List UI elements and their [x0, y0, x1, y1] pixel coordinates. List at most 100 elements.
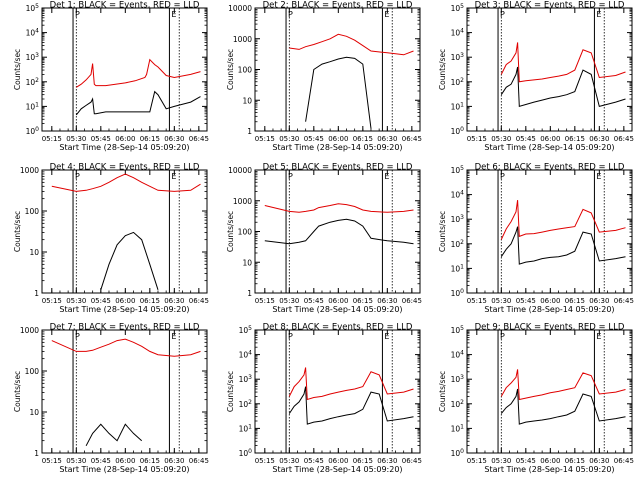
marker-label-start: P — [75, 332, 80, 341]
x-tick-label: 05:45 — [516, 135, 536, 143]
x-tick-label: 06:15 — [353, 135, 373, 143]
series-events-line — [500, 66, 626, 108]
chart-panel: Det 7: BLACK = Events, RED = LLD 1 10 100 10… — [13, 323, 209, 475]
x-tick-label: 06:30 — [589, 457, 609, 465]
y-tick-label: 101 — [26, 101, 40, 111]
y-tick-label: 1000 — [20, 166, 39, 175]
x-tick-label: 05:45 — [516, 457, 536, 465]
series-events-line — [85, 423, 143, 447]
y-tick-label: 102 — [451, 399, 465, 409]
y-tick-label: 102 — [451, 239, 465, 249]
x-tick-label: 06:30 — [589, 297, 609, 305]
x-tick-label: 05:45 — [304, 135, 324, 143]
x-tick-label: 06:45 — [189, 135, 209, 143]
y-tick-label: 104 — [26, 28, 40, 38]
y-tick-label: 1 — [247, 289, 252, 298]
y-tick-label: 103 — [239, 374, 253, 384]
y-tick-label: 103 — [451, 374, 465, 384]
y-tick-label: 100 — [451, 448, 465, 458]
marker-label-start: P — [75, 172, 80, 181]
y-tick-label: 100 — [451, 126, 465, 136]
marker-label-end: E — [596, 332, 601, 341]
y-tick-label: 10 — [29, 408, 39, 417]
y-tick-label: 10 — [242, 258, 252, 267]
chart-panel: Det 2: BLACK = Events, RED = LLD 1 10 100 10… — [226, 1, 422, 153]
x-axis-label: Start Time (28-Sep-14 05:09:20) — [59, 465, 189, 474]
plot-frame — [466, 7, 633, 132]
y-axis-label: Counts/sec — [438, 371, 447, 412]
x-tick-label: 06:30 — [164, 457, 184, 465]
x-tick-label: 05:30 — [491, 457, 511, 465]
marker-label-end: E — [171, 10, 176, 19]
x-tick-label: 06:15 — [353, 297, 373, 305]
x-tick-label: 06:00 — [115, 297, 135, 305]
y-axis-label: Counts/sec — [13, 49, 22, 90]
y-tick-label: 105 — [451, 165, 465, 175]
series-lld-line — [76, 58, 201, 88]
y-tick-label: 101 — [451, 263, 465, 273]
x-tick-label: 06:15 — [565, 457, 585, 465]
y-tick-label: 100 — [238, 66, 253, 75]
x-tick-label: 06:00 — [540, 135, 560, 143]
y-tick-label: 1 — [34, 289, 39, 298]
x-tick-label: 06:45 — [614, 457, 634, 465]
marker-label-end: E — [596, 10, 601, 19]
x-axis-label: Start Time (28-Sep-14 05:09:20) — [484, 143, 614, 152]
x-tick-label: 06:00 — [115, 135, 135, 143]
chart-title: Det 6: BLACK = Events, RED = LLD — [475, 163, 625, 173]
plot-frame — [254, 169, 421, 294]
x-tick-label: 05:30 — [279, 135, 299, 143]
x-tick-label: 05:30 — [279, 457, 299, 465]
y-tick-label: 1 — [247, 127, 252, 136]
y-tick-label: 105 — [451, 3, 465, 13]
y-axis-label: Counts/sec — [226, 371, 235, 412]
x-tick-label: 05:15 — [467, 135, 487, 143]
y-tick-label: 10000 — [228, 4, 252, 13]
y-tick-label: 10000 — [228, 166, 252, 175]
marker-label-start: P — [288, 10, 293, 19]
chart-panel: Det 5: BLACK = Events, RED = LLD 1 10 100 10… — [226, 163, 422, 315]
x-tick-label: 05:30 — [279, 297, 299, 305]
y-tick-label: 100 — [25, 367, 40, 376]
y-tick-label: 105 — [26, 3, 40, 13]
x-tick-label: 05:30 — [66, 135, 86, 143]
x-tick-label: 05:15 — [255, 457, 275, 465]
x-axis-label: Start Time (28-Sep-14 05:09:20) — [272, 465, 402, 474]
chart-panel: Det 8: BLACK = Events, RED = LLD 100 101 10… — [226, 323, 422, 475]
plot-frame — [466, 169, 633, 294]
x-tick-label: 06:45 — [402, 297, 422, 305]
x-tick-label: 06:00 — [328, 297, 348, 305]
x-tick-label: 06:15 — [565, 135, 585, 143]
chart-panel: Det 4: BLACK = Events, RED = LLD 1 10 100 10… — [13, 163, 209, 315]
x-axis-label: Start Time (28-Sep-14 05:09:20) — [272, 143, 402, 152]
x-tick-label: 05:15 — [467, 457, 487, 465]
x-tick-label: 06:45 — [402, 135, 422, 143]
plot-frame — [254, 329, 421, 454]
y-tick-label: 103 — [451, 214, 465, 224]
x-tick-label: 05:30 — [66, 297, 86, 305]
x-tick-label: 06:45 — [402, 457, 422, 465]
x-tick-label: 06:30 — [377, 135, 397, 143]
x-tick-label: 06:15 — [140, 297, 160, 305]
x-tick-label: 06:30 — [377, 297, 397, 305]
x-tick-label: 06:30 — [164, 135, 184, 143]
marker-label-start: P — [75, 10, 80, 19]
series-events-line — [264, 218, 414, 245]
y-tick-label: 1000 — [20, 326, 39, 335]
y-tick-label: 100 — [238, 228, 253, 237]
y-tick-label: 101 — [451, 423, 465, 433]
x-tick-label: 06:00 — [328, 135, 348, 143]
x-axis-label: Start Time (28-Sep-14 05:09:20) — [59, 143, 189, 152]
marker-label-end: E — [384, 10, 389, 19]
x-tick-label: 06:15 — [140, 457, 160, 465]
series-lld-line — [51, 173, 201, 192]
x-tick-label: 06:45 — [189, 297, 209, 305]
marker-label-start: P — [500, 172, 505, 181]
y-tick-label: 103 — [26, 52, 40, 62]
x-tick-label: 05:15 — [42, 135, 62, 143]
x-tick-label: 06:30 — [589, 135, 609, 143]
y-tick-label: 100 — [26, 126, 40, 136]
y-axis-label: Counts/sec — [438, 49, 447, 90]
marker-label-start: P — [500, 332, 505, 341]
y-axis-label: Counts/sec — [13, 371, 22, 412]
